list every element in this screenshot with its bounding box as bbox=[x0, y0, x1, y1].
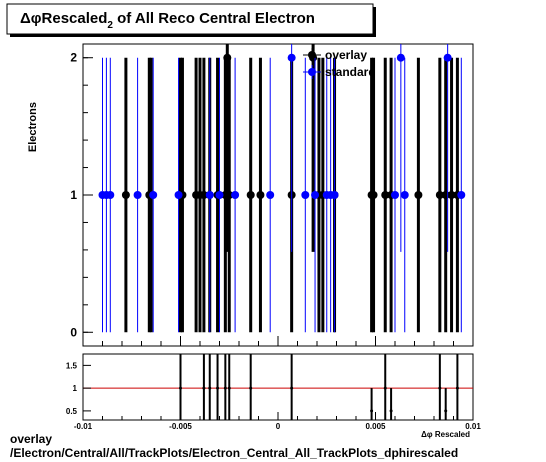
point-overlay bbox=[447, 191, 456, 199]
y-tick-label: 0 bbox=[70, 325, 77, 339]
legend-label-standard: standard bbox=[325, 65, 376, 79]
legend-label-overlay: overlay bbox=[325, 48, 367, 62]
ratio-point bbox=[208, 386, 212, 390]
title-box: ΔφRescaled2 of All Reco Central Electron bbox=[6, 3, 376, 37]
point-overlay bbox=[121, 191, 130, 199]
point-standard bbox=[457, 191, 466, 199]
legend: overlay standard bbox=[303, 48, 376, 79]
ratio-point bbox=[370, 409, 374, 413]
legend-marker-overlay bbox=[308, 51, 316, 59]
point-overlay bbox=[414, 191, 423, 199]
ratio-y-tick-label: 0.5 bbox=[66, 407, 78, 416]
ratio-y-tick-label: 1.5 bbox=[66, 361, 78, 370]
point-standard bbox=[396, 53, 405, 62]
ratio-point bbox=[383, 386, 387, 390]
point-standard bbox=[174, 191, 183, 199]
ratio-point bbox=[227, 386, 231, 390]
ratio-point bbox=[455, 386, 459, 390]
x-tick-label: 0 bbox=[276, 422, 281, 431]
chart-title: ΔφRescaled2 of All Reco Central Electron bbox=[20, 10, 315, 31]
footer-line-2: /Electron/Central/All/TrackPlots/Electro… bbox=[10, 446, 459, 460]
main-axes: 0 1 2 bbox=[70, 51, 474, 346]
title-post: of All Reco Central Electron bbox=[113, 10, 315, 27]
legend-marker-standard bbox=[308, 68, 316, 76]
title-pre: Δφ bbox=[20, 10, 42, 27]
ratio-point bbox=[202, 386, 206, 390]
ratio-point bbox=[223, 386, 227, 390]
point-overlay bbox=[225, 191, 234, 199]
ratio-axes: 0.5 1 1.5 -0.01 -0.005 0 0.005 0.01 bbox=[66, 361, 481, 431]
y-tick-label: 2 bbox=[70, 51, 77, 65]
point-standard bbox=[133, 191, 142, 199]
y-tick-label: 1 bbox=[70, 188, 77, 202]
point-standard bbox=[106, 191, 115, 199]
footer-line-1: overlay bbox=[10, 432, 53, 446]
x-tick-label: -0.005 bbox=[169, 422, 192, 431]
point-overlay bbox=[199, 191, 208, 199]
ratio-plot-frame bbox=[82, 353, 474, 421]
point-standard bbox=[311, 191, 320, 199]
ratio-point bbox=[444, 409, 448, 413]
point-standard bbox=[301, 191, 310, 199]
x-tick-label: -0.01 bbox=[74, 422, 93, 431]
point-standard bbox=[231, 191, 240, 199]
y-axis-label: Electrons bbox=[27, 102, 39, 152]
point-standard bbox=[149, 191, 158, 199]
point-standard bbox=[391, 191, 399, 199]
ratio-point bbox=[290, 386, 294, 390]
point-overlay bbox=[256, 191, 265, 199]
ratio-point bbox=[438, 386, 442, 390]
title-sub: 2 bbox=[107, 20, 113, 31]
ratio-series bbox=[179, 354, 459, 420]
x-axis-label: Δφ Rescaled bbox=[421, 430, 470, 439]
point-standard bbox=[266, 191, 275, 199]
point-standard bbox=[215, 191, 224, 199]
point-standard bbox=[205, 191, 214, 199]
point-overlay bbox=[435, 191, 444, 199]
ratio-point bbox=[179, 386, 182, 390]
point-overlay bbox=[246, 191, 255, 199]
title-main: Rescaled bbox=[42, 10, 108, 27]
ratio-y-tick-label: 1 bbox=[73, 384, 78, 393]
x-tick-label: 0.005 bbox=[365, 422, 386, 431]
main-series bbox=[98, 44, 466, 333]
point-standard bbox=[400, 191, 409, 199]
x-tick-label: 0.01 bbox=[465, 422, 481, 431]
ratio-point bbox=[249, 386, 253, 390]
point-overlay bbox=[381, 191, 390, 199]
point-standard bbox=[330, 191, 339, 199]
ratio-point bbox=[216, 386, 220, 390]
point-standard bbox=[287, 53, 296, 62]
ratio-point bbox=[389, 409, 393, 413]
point-standard bbox=[443, 53, 452, 62]
point-overlay bbox=[369, 191, 378, 199]
